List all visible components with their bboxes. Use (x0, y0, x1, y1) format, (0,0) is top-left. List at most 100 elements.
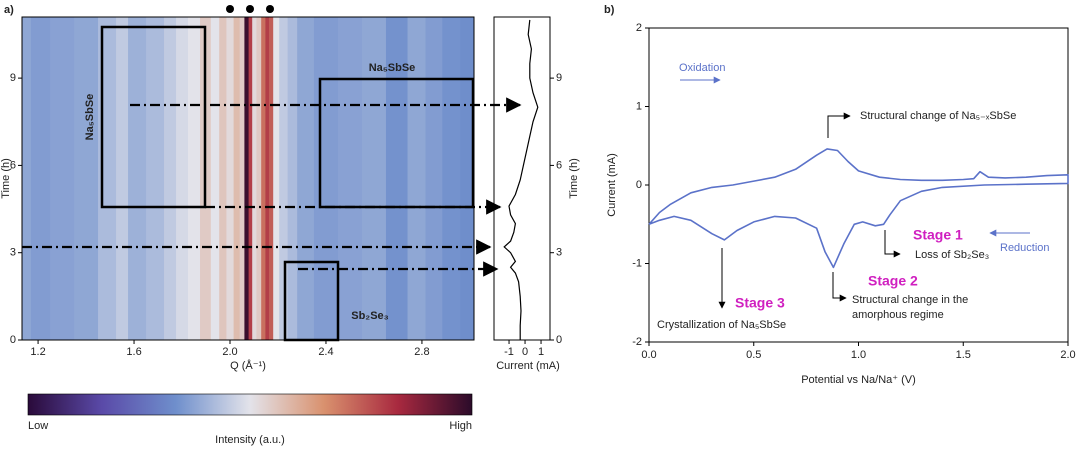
x-axis-label: Potential vs Na/Na⁺ (V) (801, 374, 916, 386)
heat-stripe (313, 17, 339, 340)
heat-stripe (268, 17, 274, 340)
region-label: Sb₂Se₃ (351, 310, 389, 322)
x-tick-label: 0.0 (641, 349, 656, 361)
heat-stripe (252, 17, 257, 340)
y-tick-label: 3 (10, 247, 16, 259)
y-axis-label: Current (mA) (606, 153, 618, 217)
annotation: Oxidation (679, 62, 725, 74)
heat-stripe (164, 17, 177, 340)
heat-stripe (74, 17, 99, 340)
y-tick-label: 9 (556, 72, 562, 84)
y-tick-label: -2 (632, 336, 642, 348)
heat-stripe (287, 17, 298, 340)
x-tick-label: 1.2 (30, 346, 45, 358)
region-label: Na₅SbSe (369, 62, 416, 74)
heat-stripe (361, 17, 387, 340)
y-tick-label: 3 (556, 247, 562, 259)
y-tick-label: 2 (636, 22, 642, 34)
x-tick-label: 2.4 (318, 346, 333, 358)
current-plot: -1 0 10 3 6 9 Current (mA) Time (h) (493, 16, 580, 372)
cv-plot: 0.0 0.5 1.0 1.5 2.0 -2 -1 0 1 2 Potential vs Na/Na… (606, 22, 1076, 386)
heat-stripe (425, 17, 443, 340)
heat-stripe (226, 17, 235, 340)
peak-dot (246, 5, 254, 13)
stage-label: Stage 3 (735, 295, 785, 311)
x-tick-label: 1.5 (956, 349, 971, 361)
heat-stripe (233, 17, 241, 340)
x-tick-label: 2.0 (1060, 349, 1075, 361)
heat-stripe (219, 17, 227, 340)
peak-dot (266, 5, 274, 13)
y-tick-label: 0 (556, 334, 562, 346)
x-tick-label: 2.0 (222, 346, 237, 358)
cv-line (648, 148, 1069, 269)
colorbar-low: Low (28, 420, 48, 432)
annotation: Structural change in the (852, 294, 968, 306)
x-tick-label: 1.0 (851, 349, 866, 361)
heat-stripe (30, 17, 51, 340)
heat-stripe (442, 17, 461, 340)
region-label: Na₅SbSe (84, 94, 96, 141)
y-tick-label: 6 (556, 159, 562, 171)
heat-stripe (116, 17, 129, 340)
annotation: amorphous regime (852, 309, 944, 321)
heat-stripe (176, 17, 189, 340)
region-box (100, 25, 207, 209)
annotation-arrow (827, 112, 851, 138)
colorbar (27, 393, 473, 416)
heat-stripe (297, 17, 315, 340)
heat-stripe (256, 17, 262, 340)
stage-label: Stage 2 (868, 273, 918, 289)
x-axis-label: Current (mA) (496, 360, 560, 372)
heat-stripe (146, 17, 165, 340)
heatmap: 1.2 1.6 2.0 2.4 2.8 0 3 6 9 Q (Å⁻¹) Time (h) (0, 16, 475, 372)
x-tick-label: -1 (504, 346, 514, 358)
plot-frame (493, 16, 551, 341)
annotation: Reduction (1000, 242, 1050, 254)
region-box (283, 260, 340, 342)
stage-label: Stage 1 (913, 227, 963, 243)
x-tick-label: 2.8 (414, 346, 429, 358)
current-line (503, 19, 539, 340)
peak-dot (226, 5, 234, 13)
heat-stripe (50, 17, 75, 340)
y-tick-label: 9 (10, 72, 16, 84)
colorbar-label: Intensity (a.u.) (215, 434, 285, 446)
y-tick-label: 0 (10, 334, 16, 346)
x-tick-label: 0.5 (746, 349, 761, 361)
y-axis-label: Time (h) (0, 158, 12, 199)
annotation-arrow (832, 272, 847, 302)
heat-stripe (210, 17, 220, 340)
y-tick-label: 6 (10, 159, 16, 171)
colorbar-high: High (449, 420, 472, 432)
heat-stripe (460, 17, 475, 340)
panel-label: b) (604, 4, 615, 16)
heat-stripe (273, 17, 280, 340)
y-tick-label: 1 (636, 100, 642, 112)
annotation: Loss of Sb₂Se₃ (915, 249, 989, 261)
heat-stripe (22, 17, 32, 340)
annotation: Crystallization of Na₅SbSe (657, 319, 786, 331)
annotation-arrow (884, 230, 901, 258)
x-axis-label: Q (Å⁻¹) (230, 359, 266, 372)
annotation: Structural change of Na₅₋ₓSbSe (860, 110, 1016, 122)
x-tick-label: 0 (522, 346, 528, 358)
heat-stripe (385, 17, 409, 340)
heat-stripe (265, 17, 270, 340)
y-tick-label: -1 (632, 257, 642, 269)
heat-stripe (188, 17, 201, 340)
heat-stripe (248, 17, 253, 340)
heat-stripe (279, 17, 289, 340)
heat-stripe (128, 17, 147, 340)
y-axis-label: Time (h) (568, 158, 580, 199)
region-box (318, 77, 475, 209)
heat-stripe (239, 17, 245, 340)
heat-stripe (261, 17, 266, 340)
heat-stripe (244, 17, 250, 340)
panel-label: a) (4, 4, 14, 16)
heat-stripe (407, 17, 427, 340)
y-tick-label: 0 (636, 179, 642, 191)
x-tick-label: 1.6 (126, 346, 141, 358)
x-tick-label: 1 (538, 346, 544, 358)
